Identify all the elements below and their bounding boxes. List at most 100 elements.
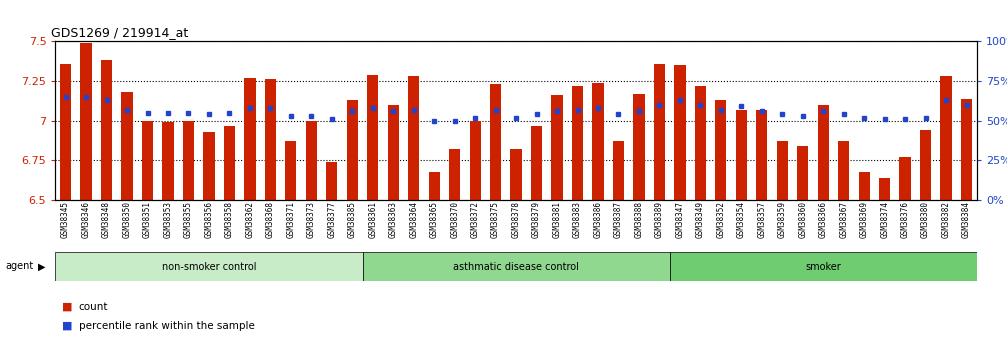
Bar bbox=[306, 121, 317, 200]
Text: GSM38383: GSM38383 bbox=[573, 201, 582, 238]
Text: GSM38388: GSM38388 bbox=[634, 201, 643, 238]
Bar bbox=[55, 252, 363, 281]
Bar bbox=[122, 92, 133, 200]
Text: GSM38354: GSM38354 bbox=[737, 201, 746, 238]
Text: GSM38357: GSM38357 bbox=[757, 201, 766, 238]
Text: ▶: ▶ bbox=[38, 262, 45, 271]
Text: GSM38361: GSM38361 bbox=[369, 201, 378, 238]
Text: GSM38375: GSM38375 bbox=[491, 201, 500, 238]
Text: GSM38379: GSM38379 bbox=[532, 201, 541, 238]
Bar bbox=[715, 100, 726, 200]
Text: smoker: smoker bbox=[806, 262, 841, 272]
Text: GSM38385: GSM38385 bbox=[347, 201, 356, 238]
Text: GSM38371: GSM38371 bbox=[286, 201, 295, 238]
Bar bbox=[838, 141, 849, 200]
Text: percentile rank within the sample: percentile rank within the sample bbox=[79, 321, 255, 331]
Bar bbox=[695, 86, 706, 200]
Text: ■: ■ bbox=[62, 321, 73, 331]
Bar bbox=[203, 132, 214, 200]
Bar bbox=[572, 86, 583, 200]
Text: count: count bbox=[79, 302, 108, 312]
Text: GSM38382: GSM38382 bbox=[942, 201, 951, 238]
Bar bbox=[60, 63, 71, 200]
Bar bbox=[675, 65, 686, 200]
Text: GSM38349: GSM38349 bbox=[696, 201, 705, 238]
Text: GSM38368: GSM38368 bbox=[266, 201, 275, 238]
Text: GSM38352: GSM38352 bbox=[716, 201, 725, 238]
Text: GDS1269 / 219914_at: GDS1269 / 219914_at bbox=[50, 26, 188, 39]
Bar bbox=[142, 121, 153, 200]
Bar bbox=[81, 43, 92, 200]
Bar bbox=[449, 149, 460, 200]
Bar bbox=[429, 171, 440, 200]
Text: GSM38365: GSM38365 bbox=[430, 201, 439, 238]
Bar bbox=[408, 76, 419, 200]
Bar bbox=[633, 94, 644, 200]
Text: GSM38389: GSM38389 bbox=[655, 201, 664, 238]
Text: GSM38367: GSM38367 bbox=[839, 201, 848, 238]
Text: GSM38369: GSM38369 bbox=[860, 201, 869, 238]
Bar bbox=[245, 78, 256, 200]
Bar bbox=[592, 83, 603, 200]
Text: GSM38372: GSM38372 bbox=[470, 201, 479, 238]
Text: GSM38386: GSM38386 bbox=[593, 201, 602, 238]
Bar bbox=[469, 121, 480, 200]
Text: GSM38378: GSM38378 bbox=[512, 201, 521, 238]
Text: GSM38347: GSM38347 bbox=[676, 201, 685, 238]
Text: GSM38358: GSM38358 bbox=[225, 201, 234, 238]
Text: GSM38384: GSM38384 bbox=[962, 201, 971, 238]
Bar bbox=[490, 84, 501, 200]
Bar bbox=[879, 178, 890, 200]
Text: non-smoker control: non-smoker control bbox=[162, 262, 256, 272]
Bar bbox=[613, 141, 624, 200]
Bar bbox=[224, 126, 235, 200]
Bar bbox=[531, 126, 542, 200]
Bar bbox=[363, 252, 670, 281]
Bar bbox=[368, 75, 379, 200]
Text: GSM38387: GSM38387 bbox=[614, 201, 623, 238]
Text: GSM38350: GSM38350 bbox=[123, 201, 132, 238]
Bar bbox=[961, 99, 972, 200]
Bar bbox=[101, 60, 112, 200]
Bar bbox=[756, 110, 767, 200]
Text: GSM38363: GSM38363 bbox=[389, 201, 398, 238]
Text: GSM38374: GSM38374 bbox=[880, 201, 889, 238]
Bar bbox=[736, 110, 747, 200]
Bar bbox=[162, 122, 173, 200]
Text: asthmatic disease control: asthmatic disease control bbox=[453, 262, 579, 272]
Bar bbox=[899, 157, 910, 200]
Bar bbox=[388, 105, 399, 200]
Bar bbox=[798, 146, 809, 200]
Text: GSM38370: GSM38370 bbox=[450, 201, 459, 238]
Text: GSM38364: GSM38364 bbox=[409, 201, 418, 238]
Text: GSM38373: GSM38373 bbox=[307, 201, 316, 238]
Bar bbox=[265, 79, 276, 200]
Text: GSM38366: GSM38366 bbox=[819, 201, 828, 238]
Bar bbox=[346, 100, 357, 200]
Text: GSM38355: GSM38355 bbox=[184, 201, 193, 238]
Text: GSM38345: GSM38345 bbox=[61, 201, 70, 238]
Text: ■: ■ bbox=[62, 302, 73, 312]
Bar bbox=[183, 121, 194, 200]
Text: GSM38362: GSM38362 bbox=[246, 201, 255, 238]
Bar bbox=[326, 162, 337, 200]
Text: GSM38381: GSM38381 bbox=[553, 201, 562, 238]
Bar bbox=[552, 95, 563, 200]
Bar bbox=[511, 149, 522, 200]
Bar bbox=[920, 130, 931, 200]
Text: GSM38348: GSM38348 bbox=[102, 201, 111, 238]
Text: GSM38360: GSM38360 bbox=[799, 201, 808, 238]
Bar bbox=[285, 141, 296, 200]
Text: GSM38353: GSM38353 bbox=[163, 201, 172, 238]
Text: GSM38376: GSM38376 bbox=[900, 201, 909, 238]
Text: GSM38377: GSM38377 bbox=[327, 201, 336, 238]
Text: agent: agent bbox=[5, 262, 33, 271]
Text: GSM38351: GSM38351 bbox=[143, 201, 152, 238]
Bar bbox=[941, 76, 952, 200]
Bar bbox=[859, 171, 870, 200]
Text: GSM38346: GSM38346 bbox=[82, 201, 91, 238]
Bar bbox=[670, 252, 977, 281]
Bar bbox=[654, 63, 665, 200]
Bar bbox=[818, 105, 829, 200]
Text: GSM38356: GSM38356 bbox=[204, 201, 213, 238]
